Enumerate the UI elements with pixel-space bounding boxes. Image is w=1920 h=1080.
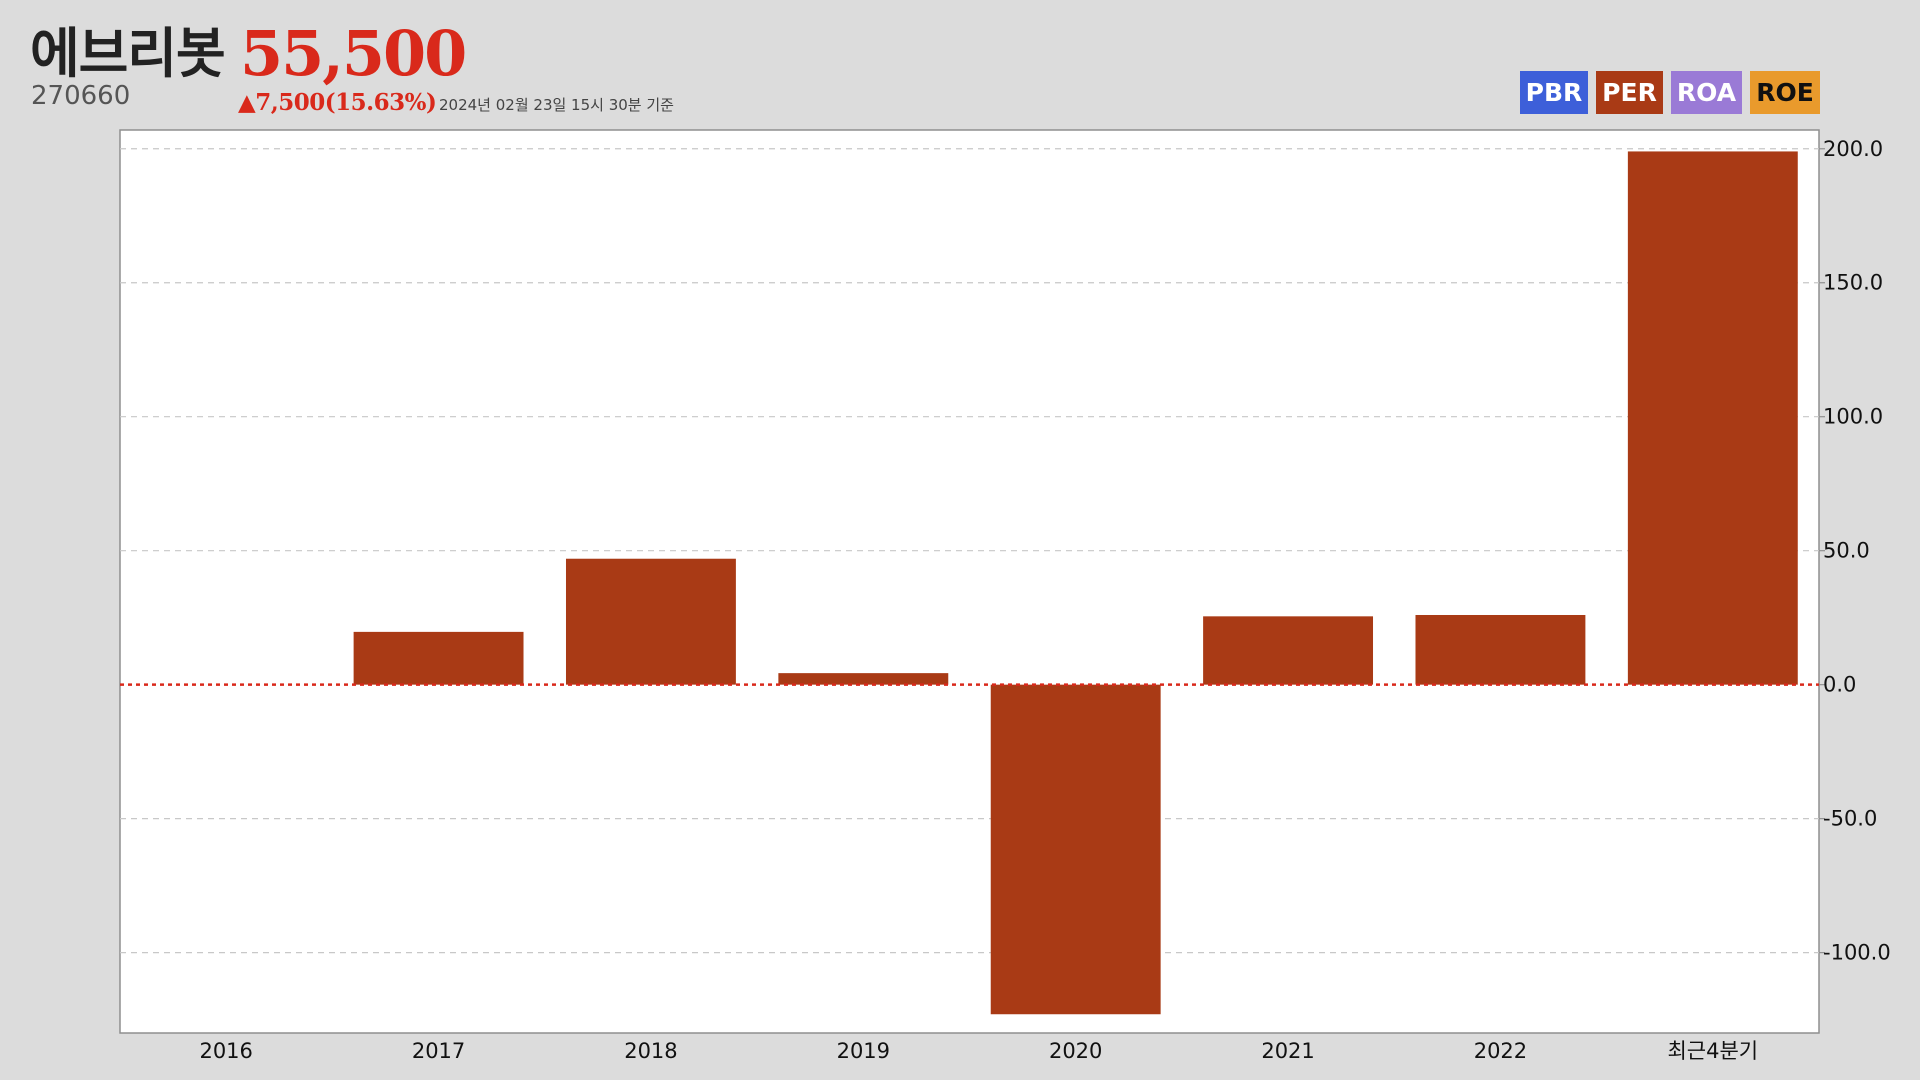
tab-per[interactable]: PER: [1596, 71, 1663, 114]
x-tick-label: 최근4분기: [1667, 1039, 1758, 1063]
x-tick-label: 2021: [1261, 1039, 1314, 1063]
x-tick-label: 2019: [837, 1039, 890, 1063]
x-tick-label: 2017: [412, 1039, 465, 1063]
x-axis-labels: 2016 2017 2018 2019 2020 2021 2022 최근4분기: [199, 1039, 1758, 1063]
tab-roa[interactable]: ROA: [1671, 71, 1742, 114]
bar-2022: [1415, 614, 1586, 685]
bar-2020: [990, 684, 1161, 1015]
x-tick-label: 2016: [199, 1039, 252, 1063]
bar-2017: [353, 631, 524, 685]
y-tick-label: -50.0: [1823, 807, 1877, 831]
y-tick-label: 0.0: [1823, 673, 1856, 697]
y-tick-label: 100.0: [1823, 405, 1883, 429]
y-tick-label: 50.0: [1823, 539, 1870, 563]
tab-pbr[interactable]: PBR: [1520, 71, 1588, 114]
x-tick-label: 2020: [1049, 1039, 1102, 1063]
as-of-timestamp: 2024년 02월 23일 15시 30분 기준: [439, 96, 674, 114]
stock-name: 에브리봇: [30, 22, 226, 85]
x-tick-label: 2022: [1474, 1039, 1527, 1063]
bar-2018: [565, 558, 736, 685]
tab-roe[interactable]: ROE: [1750, 71, 1820, 114]
y-tick-label: 150.0: [1823, 271, 1883, 295]
bar-2019: [778, 673, 949, 685]
price-change: ▲7,500(15.63%): [238, 89, 437, 116]
plot-area: [119, 129, 1820, 1034]
gridlines: [120, 148, 1825, 954]
bar-2021: [1203, 616, 1374, 685]
bar-최근4분기: [1627, 151, 1798, 685]
x-tick-label: 2018: [624, 1039, 677, 1063]
stock-price: 55,500: [240, 17, 467, 90]
y-tick-label: 200.0: [1823, 137, 1883, 161]
stock-code: 270660: [31, 81, 131, 111]
y-tick-label: -100.0: [1823, 941, 1891, 965]
bars: [353, 151, 1798, 1015]
y-axis-labels: 200.0 150.0 100.0 50.0 0.0 -50.0 -100.0: [1823, 137, 1891, 965]
